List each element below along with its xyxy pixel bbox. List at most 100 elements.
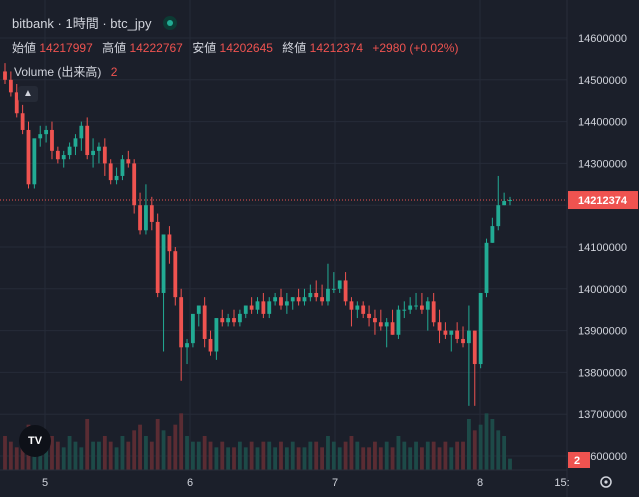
- candle-body: [343, 280, 348, 302]
- candle-body: [97, 146, 101, 151]
- open-value: 14217997: [39, 41, 93, 55]
- volume-bar: [414, 441, 418, 470]
- volume-bar: [3, 436, 7, 470]
- candle-body: [484, 242, 489, 293]
- volume-bar: [431, 441, 436, 470]
- volume-bar: [302, 447, 307, 470]
- candle-body: [61, 155, 66, 160]
- candle-body: [32, 138, 37, 185]
- volume-bar: [144, 436, 148, 470]
- price-tick-label: 13700000: [578, 409, 627, 421]
- volume-bar: [326, 436, 330, 470]
- volume-bar: [279, 441, 283, 470]
- candle-body: [267, 301, 272, 314]
- volume-bar: [173, 424, 178, 470]
- volume-bar: [367, 447, 371, 470]
- low-label: 安値: [192, 41, 217, 55]
- candle-body: [26, 129, 31, 185]
- candle-body: [85, 125, 90, 156]
- volume-bar: [196, 441, 201, 470]
- candle-body: [425, 301, 430, 310]
- volume-bar: [437, 447, 442, 470]
- candle-body: [472, 330, 477, 365]
- candle-body: [326, 288, 330, 302]
- volume-bar: [343, 441, 348, 470]
- volume-bar: [8, 441, 13, 470]
- settings-gear-icon[interactable]: [600, 476, 612, 488]
- candle-body: [414, 305, 418, 307]
- candle-body: [508, 200, 512, 202]
- last-price-tag: 14212374: [578, 195, 628, 207]
- candle-body: [420, 305, 424, 310]
- volume-bar: [79, 447, 84, 470]
- price-tick-label: 13900000: [578, 326, 627, 338]
- gear-ring: [600, 476, 612, 488]
- candle-body: [290, 297, 295, 302]
- volume-bar: [255, 447, 260, 470]
- volume-bar: [455, 441, 460, 470]
- price-tick-label: 13800000: [578, 367, 627, 379]
- candle-body: [408, 305, 413, 310]
- volume-bar: [296, 447, 301, 470]
- volume-bar: [20, 441, 25, 470]
- volume-bar: [249, 441, 254, 470]
- candle-body: [490, 226, 495, 243]
- volume-bar: [408, 447, 413, 470]
- candle-body: [478, 292, 483, 365]
- volume-bar: [284, 447, 289, 470]
- candle-body: [249, 305, 254, 310]
- volume-bar: [85, 419, 90, 470]
- volume-bar: [114, 447, 119, 470]
- volume-bar: [472, 430, 477, 470]
- candle-body: [337, 280, 342, 289]
- candle-body: [449, 330, 454, 335]
- price-tick-label: 14600000: [578, 33, 627, 45]
- candle-body: [114, 175, 119, 181]
- candle-series: [3, 63, 512, 406]
- candle-body: [384, 322, 389, 327]
- candle-body: [55, 150, 60, 160]
- market-open-status-icon: [163, 16, 178, 30]
- volume-bar: [261, 441, 266, 470]
- price-tick-label: 13600000: [578, 451, 627, 463]
- candle-body: [120, 159, 125, 176]
- candle-body: [402, 309, 407, 311]
- tradingview-logo[interactable]: TV: [19, 425, 51, 457]
- volume-bar: [267, 441, 272, 470]
- candle-body: [44, 129, 49, 135]
- time-tick-label: 15:: [554, 477, 569, 489]
- volume-bar: [502, 436, 507, 470]
- candle-body: [196, 305, 201, 314]
- candle-body: [320, 297, 325, 302]
- volume-bar: [337, 447, 342, 470]
- volume-bar: [138, 424, 142, 470]
- volume-bar: [378, 447, 383, 470]
- volume-label[interactable]: Volume (出来高): [14, 65, 102, 79]
- candle-body: [185, 343, 189, 348]
- candle-body: [431, 301, 436, 323]
- collapse-legend-button[interactable]: ▲: [18, 86, 38, 102]
- volume-bar: [320, 447, 325, 470]
- candle-body: [190, 313, 195, 344]
- time-tick-label: 6: [187, 477, 193, 489]
- symbol-title[interactable]: bitbank · 1時間 · btc_jpy: [12, 16, 152, 31]
- candle-body: [314, 292, 319, 298]
- candle-body: [302, 297, 307, 302]
- high-value: 14222767: [129, 41, 183, 55]
- candle-body: [243, 305, 248, 314]
- candle-body: [50, 129, 54, 151]
- candle-body: [331, 288, 336, 290]
- high-label: 高値: [102, 41, 127, 55]
- volume-bar: [190, 441, 195, 470]
- candle-body: [226, 318, 231, 323]
- candle-body: [108, 163, 113, 181]
- candle-body: [255, 301, 260, 310]
- candle-body: [8, 79, 13, 93]
- volume-bar: [373, 441, 377, 470]
- candle-body: [367, 313, 371, 319]
- volume-bar: [355, 441, 360, 470]
- candle-body: [284, 301, 289, 306]
- volume-bar: [185, 436, 189, 470]
- candle-body: [3, 71, 7, 80]
